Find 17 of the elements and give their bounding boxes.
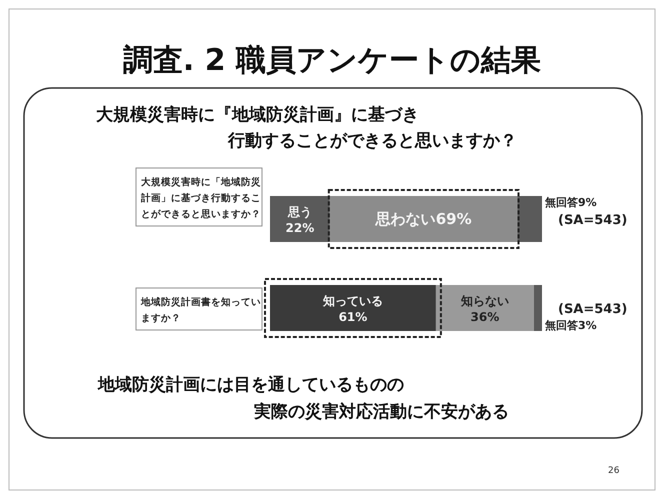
data-label: 無回答3% — [544, 319, 597, 332]
bar — [518, 196, 542, 242]
data-label: 知らない 36% — [460, 294, 509, 324]
text: 26 — [608, 466, 620, 476]
data-label: 思わない69% — [374, 210, 472, 228]
text: 地域防災計画には目を通しているものの実際の災害対応活動に不安がある — [97, 375, 509, 422]
y-tick-label: 大規模災害時に「地域防災計画」に基づき行動することができると思いますか？ — [140, 176, 261, 220]
y-tick-label: 地域防災計画書を知っていますか？ — [140, 296, 261, 324]
chart-subtitle: 大規模災害時に『地域防災計画』に基づき行動することができると思いますか？ — [96, 105, 517, 151]
data-label: 思う 22% — [286, 205, 314, 235]
data-label: 無回答9% — [544, 196, 597, 209]
bar — [436, 285, 534, 331]
data-label: 知っている 61% — [322, 294, 383, 324]
text: (SA=543) — [558, 302, 628, 317]
bar — [534, 285, 542, 331]
chart-title: 調査. 2 職員アンケートの結果 — [122, 43, 542, 78]
text: (SA=543) — [558, 213, 628, 228]
